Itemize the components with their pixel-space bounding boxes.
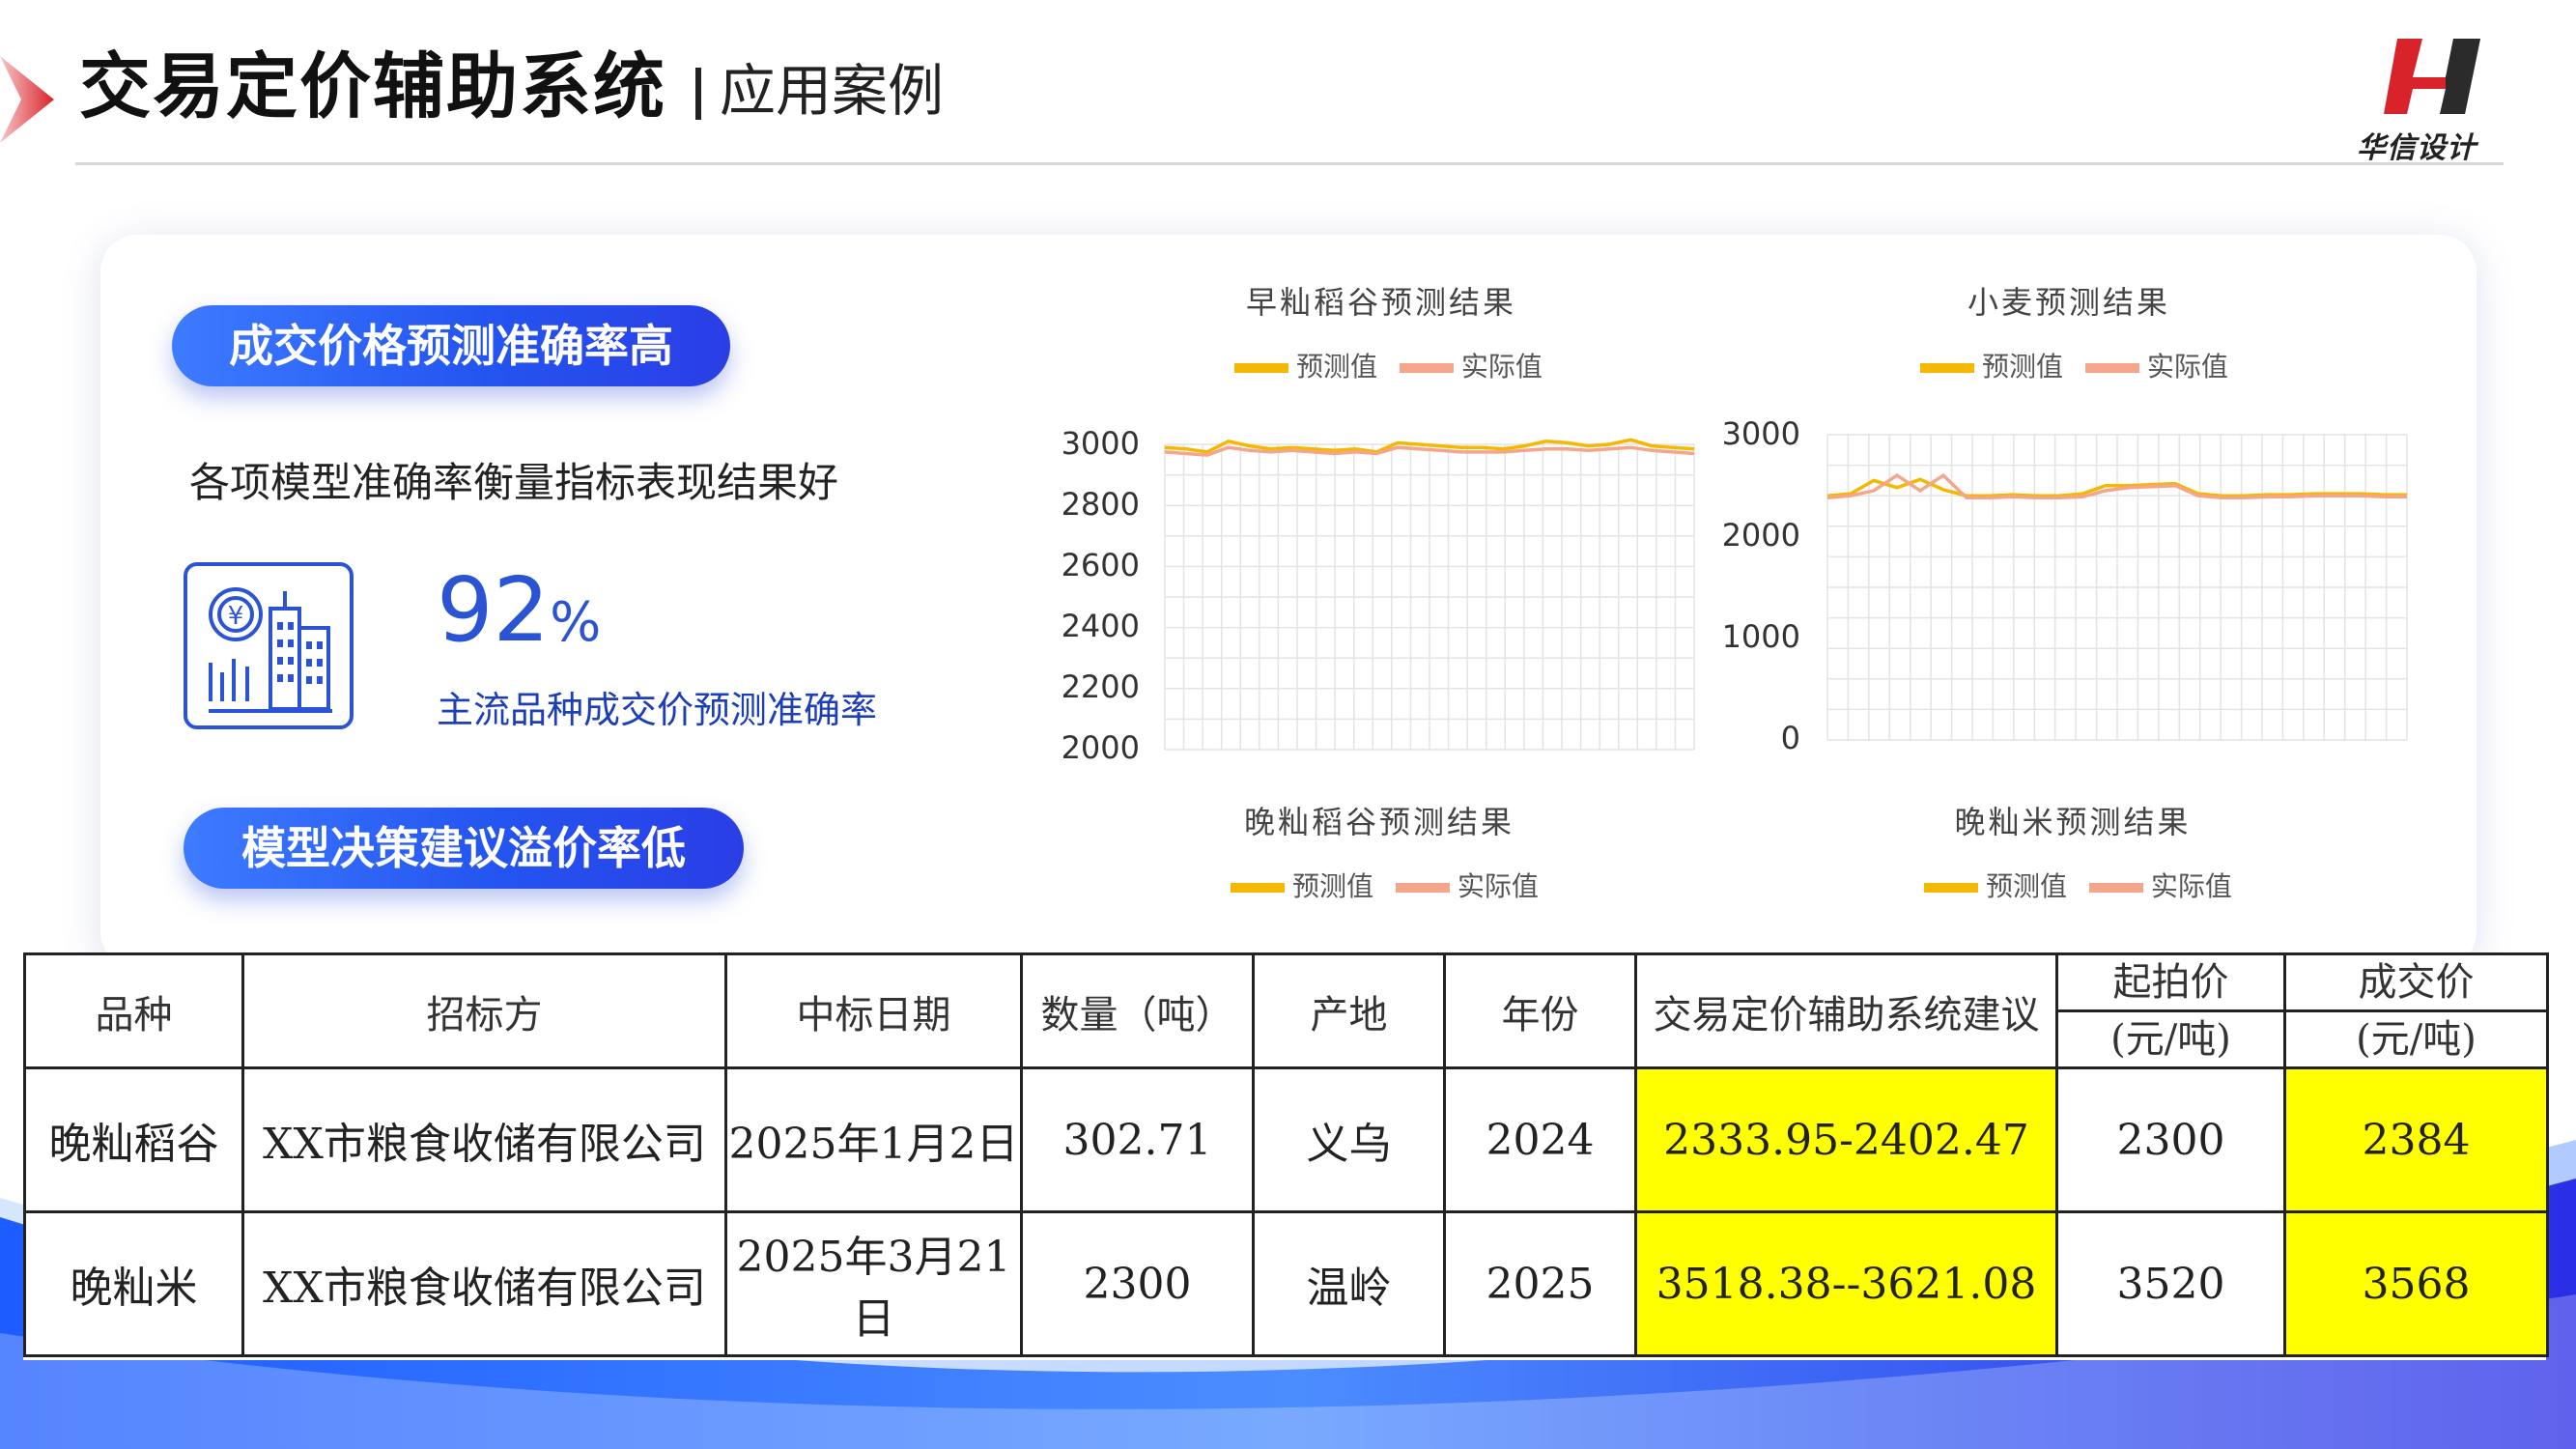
chart2-ytick: 1000 — [1721, 618, 1800, 655]
series-actual-line — [1826, 472, 2407, 500]
legend-forecast-label: 预测值 — [1296, 351, 1378, 383]
page-subtitle: 应用案例 — [720, 58, 945, 124]
cell-bidder: XX市粮食收储有限公司 — [241, 1210, 727, 1357]
cell-deal-price: 3568 — [2283, 1210, 2549, 1357]
legend-forecast-swatch — [1234, 363, 1288, 373]
header-system-suggestion: 交易定价辅助系统建议 — [1634, 952, 2058, 1069]
chart-late-milled-rice-title: 晚籼米预测结果 — [1954, 804, 2192, 840]
header-divider — [75, 162, 2504, 165]
legend-actual-label: 实际值 — [1457, 870, 1539, 902]
legend-forecast-swatch — [1920, 363, 1974, 373]
svg-text:¥: ¥ — [228, 602, 244, 631]
legend-actual-swatch — [1395, 883, 1450, 893]
accuracy-percent: 92% — [437, 558, 602, 662]
trade-result-table: 品种 招标方 中标日期 数量（吨） 产地 年份 交易定价辅助系统建议 起拍价 (… — [23, 952, 2549, 1357]
legend-actual-swatch — [2088, 883, 2143, 893]
chart1-ytick: 2800 — [1061, 486, 1140, 523]
cell-system-suggestion: 3518.38--3621.08 — [1634, 1210, 2058, 1357]
cell-start-price: 2300 — [2055, 1066, 2286, 1213]
chart1-ytick: 2000 — [1061, 729, 1140, 766]
company-logo-text: 华信设计 — [2357, 131, 2477, 165]
premium-pill-label: 模型决策建议溢价率低 — [184, 808, 744, 889]
legend-actual-label: 实际值 — [1460, 351, 1543, 383]
series-forecast-line — [1826, 477, 2407, 497]
header-start-price-label: 起拍价 — [2058, 955, 2283, 1012]
chart-early-rice-plot — [1164, 438, 1695, 751]
chart1-ytick: 2400 — [1061, 608, 1140, 644]
header-arrow-icon — [0, 56, 54, 143]
cell-system-suggestion: 2333.95-2402.47 — [1634, 1066, 2058, 1213]
header-deal-price-label: 成交价 — [2286, 955, 2546, 1012]
cell-quantity: 302.71 — [1020, 1066, 1255, 1213]
chart-late-rice-legend: 预测值 实际值 — [1231, 866, 1539, 904]
legend-forecast-swatch — [1924, 883, 1978, 893]
header-quantity: 数量（吨） — [1020, 952, 1255, 1069]
accuracy-percent-label: 主流品种成交价预测准确率 — [437, 689, 878, 731]
chart-wheat-title: 小麦预测结果 — [1967, 284, 2170, 321]
series-forecast-line — [1164, 438, 1695, 454]
header-variety: 品种 — [23, 952, 244, 1069]
chart-late-rice-title: 晚籼稻谷预测结果 — [1243, 804, 1514, 840]
cell-award-date: 2025年1月2日 — [724, 1066, 1023, 1213]
header-year: 年份 — [1443, 952, 1637, 1069]
title-separator — [695, 68, 701, 120]
finance-building-icon: ¥ — [184, 562, 354, 729]
cell-year: 2024 — [1443, 1066, 1637, 1213]
chart-early-rice-title: 早籼稻谷预测结果 — [1245, 284, 1516, 321]
bottom-wave-decoration — [0, 1140, 2576, 1449]
chart-wheat-plot — [1826, 434, 2408, 741]
header-deal-price-unit: (元/吨) — [2356, 1017, 2477, 1062]
header-start-price: 起拍价 (元/吨) — [2055, 952, 2286, 1069]
company-logo-icon — [2384, 39, 2480, 114]
chart2-ytick: 2000 — [1721, 517, 1800, 554]
chart-late-milled-rice-legend: 预测值 实际值 — [1924, 866, 2232, 904]
series-actual-line — [1164, 445, 1695, 457]
legend-actual-swatch — [2084, 363, 2139, 373]
legend-actual-swatch — [1399, 363, 1454, 373]
chart2-ytick: 0 — [1780, 720, 1800, 756]
cell-start-price: 3520 — [2055, 1210, 2286, 1357]
header-origin: 产地 — [1252, 952, 1446, 1069]
cell-bidder: XX市粮食收储有限公司 — [241, 1066, 727, 1213]
accuracy-description: 各项模型准确率衡量指标表现结果好 — [189, 459, 839, 506]
header-deal-price: 成交价 (元/吨) — [2283, 952, 2549, 1069]
legend-forecast-label: 预测值 — [1292, 870, 1374, 902]
cell-deal-price: 2384 — [2283, 1066, 2549, 1213]
header-bidder: 招标方 — [241, 952, 727, 1069]
legend-actual-label: 实际值 — [2146, 351, 2228, 383]
chart1-ytick: 2600 — [1061, 547, 1140, 583]
legend-forecast-swatch — [1231, 883, 1285, 893]
trade-result-table-container: 品种 招标方 中标日期 数量（吨） 产地 年份 交易定价辅助系统建议 起拍价 (… — [23, 952, 2549, 1360]
accuracy-pill-label: 成交价格预测准确率高 — [172, 305, 730, 386]
table-header-row: 品种 招标方 中标日期 数量（吨） 产地 年份 交易定价辅助系统建议 起拍价 (… — [23, 952, 2549, 1069]
header-award-date: 中标日期 — [724, 952, 1023, 1069]
table-row: 晚籼米 XX市粮食收储有限公司 2025年3月21日 2300 温岭 2025 … — [23, 1210, 2549, 1357]
legend-forecast-label: 预测值 — [1986, 870, 2068, 902]
chart1-ytick: 3000 — [1061, 425, 1140, 462]
legend-actual-label: 实际值 — [2150, 870, 2232, 902]
chart-wheat-legend: 预测值 实际值 — [1920, 346, 2228, 384]
chart2-ytick: 3000 — [1721, 415, 1800, 452]
cell-award-date: 2025年3月21日 — [724, 1210, 1023, 1357]
chart-early-rice-legend: 预测值 实际值 — [1234, 346, 1543, 384]
cell-origin: 温岭 — [1252, 1210, 1446, 1357]
cell-quantity: 2300 — [1020, 1210, 1255, 1357]
header-start-price-unit: (元/吨) — [2110, 1017, 2231, 1062]
cell-variety: 晚籼米 — [23, 1210, 244, 1357]
chart1-ytick: 2200 — [1061, 668, 1140, 705]
table-row: 晚籼稻谷 XX市粮食收储有限公司 2025年1月2日 302.71 义乌 202… — [23, 1066, 2549, 1213]
cell-variety: 晚籼稻谷 — [23, 1066, 244, 1213]
page-title: 交易定价辅助系统 — [79, 45, 666, 128]
cell-origin: 义乌 — [1252, 1066, 1446, 1213]
cell-year: 2025 — [1443, 1210, 1637, 1357]
legend-forecast-label: 预测值 — [1982, 351, 2064, 383]
